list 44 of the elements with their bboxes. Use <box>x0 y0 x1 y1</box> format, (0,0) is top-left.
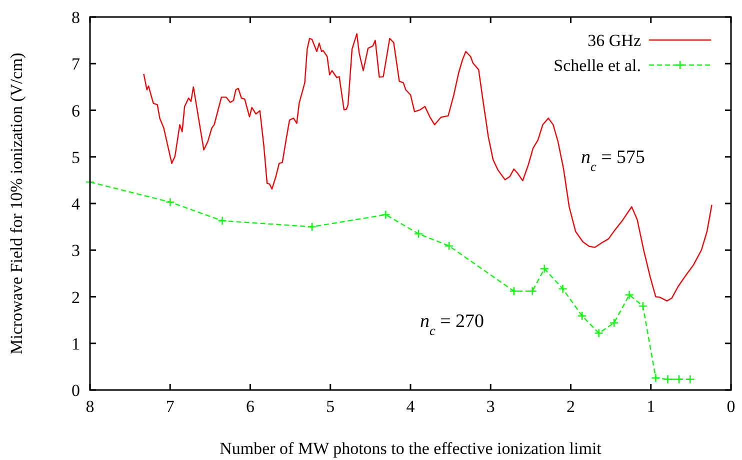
point <box>558 284 568 294</box>
x-tick-label: 4 <box>406 397 416 416</box>
x-tick-label: 6 <box>246 397 254 416</box>
point <box>540 264 549 274</box>
annotation: n$_{c}$ = 575 <box>580 147 646 174</box>
x-tick-label: 1 <box>646 397 656 416</box>
line-series <box>143 33 712 302</box>
y-tick-label: 5 <box>72 148 80 167</box>
point <box>381 210 390 220</box>
point <box>414 229 424 238</box>
point <box>624 290 634 300</box>
point <box>686 374 695 384</box>
point <box>674 374 684 384</box>
y-tick-label: 0 <box>72 381 80 400</box>
point <box>528 286 537 296</box>
y-axis-title: Microwave Field for 10% ionization (V/cm) <box>7 52 26 354</box>
point <box>509 286 518 296</box>
x-tick-label: 0 <box>726 397 736 416</box>
y-tick-label: 4 <box>72 194 80 214</box>
y-tick-label: 7 <box>72 54 80 74</box>
point <box>307 222 317 232</box>
y-tick-label: 1 <box>72 334 80 354</box>
y-tick-label: 3 <box>72 241 80 260</box>
legend-label: Schelle et al. <box>554 56 641 75</box>
point <box>638 301 648 311</box>
point <box>444 241 454 251</box>
x-tick-label: 3 <box>486 397 495 416</box>
point <box>594 328 604 338</box>
x-tick-label: 7 <box>166 397 175 416</box>
annotation: n$_{c}$ = 270 <box>420 311 484 338</box>
x-tick-label: 8 <box>86 397 94 416</box>
x-axis-title: Number of MW photons to the effective ionization limit <box>220 439 602 458</box>
legend-label: 36 GHz <box>588 31 642 50</box>
y-tick-label: 6 <box>72 101 80 120</box>
x-tick-label: 2 <box>566 397 575 416</box>
x-tick-label: 5 <box>326 397 335 416</box>
point <box>218 216 227 226</box>
y-tick-label: 8 <box>72 8 80 27</box>
point <box>577 311 587 320</box>
point <box>651 373 660 382</box>
point <box>663 374 672 384</box>
point <box>609 318 619 328</box>
point <box>166 198 175 207</box>
y-tick-label: 2 <box>72 288 80 307</box>
